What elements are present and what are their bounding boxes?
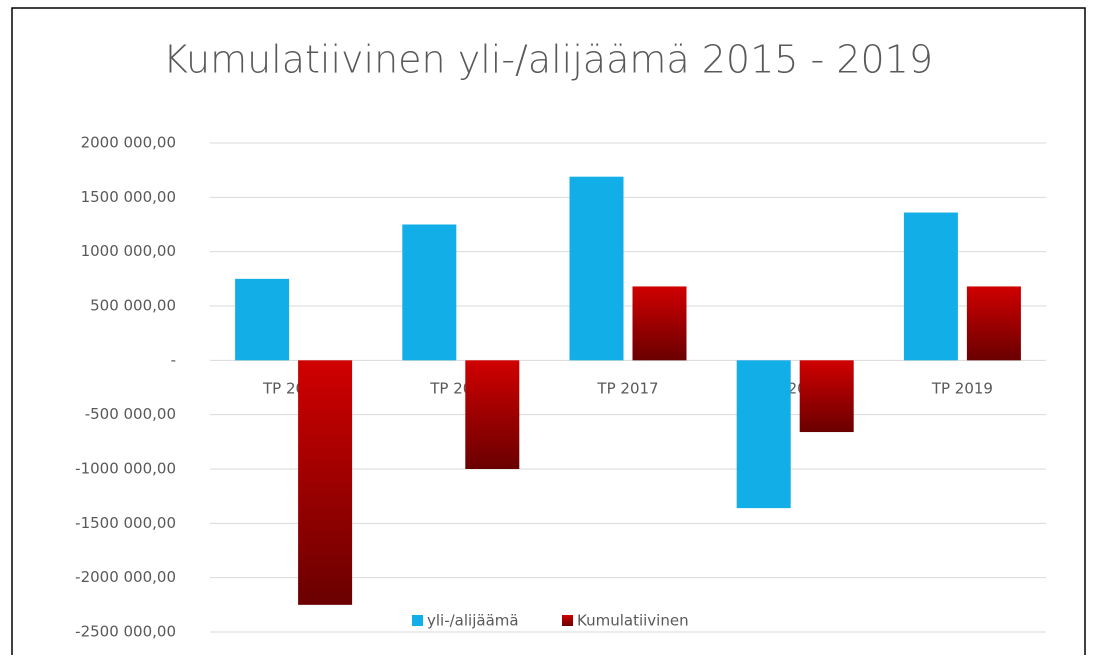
y-tick-label: -2500 000,00 (75, 623, 176, 641)
bar (569, 176, 624, 361)
legend-swatch (412, 615, 423, 626)
y-tick-label: 1500 000,00 (81, 188, 176, 206)
chart-title: Kumulatiivinen yli-/alijäämä 2015 - 2019 (163, 38, 933, 82)
y-tick-label: 500 000,00 (90, 297, 176, 315)
x-tick-label: TP 2017 (596, 380, 658, 398)
bar (632, 286, 687, 361)
y-tick-label: -1500 000,00 (75, 514, 176, 532)
y-tick-label: -1000 000,00 (75, 460, 176, 478)
y-tick-label: -500 000,00 (85, 405, 176, 423)
legend-label: Kumulatiivinen (577, 612, 689, 630)
y-tick-label: - (171, 351, 176, 369)
bar (966, 286, 1021, 361)
bar (903, 212, 958, 361)
bar (298, 360, 353, 605)
bar (402, 224, 457, 361)
bar (465, 360, 520, 469)
y-tick-label: -2000 000,00 (75, 568, 176, 586)
legend-label: yli-/alijäämä (427, 612, 519, 630)
x-tick-label: TP 2019 (931, 380, 993, 398)
bar (235, 278, 290, 361)
chart-frame (11, 7, 1086, 655)
legend-swatch (562, 615, 573, 626)
y-tick-label: 1000 000,00 (81, 242, 176, 260)
bar (799, 360, 854, 433)
y-tick-label: 2000 000,00 (81, 134, 176, 152)
bar (736, 360, 791, 509)
